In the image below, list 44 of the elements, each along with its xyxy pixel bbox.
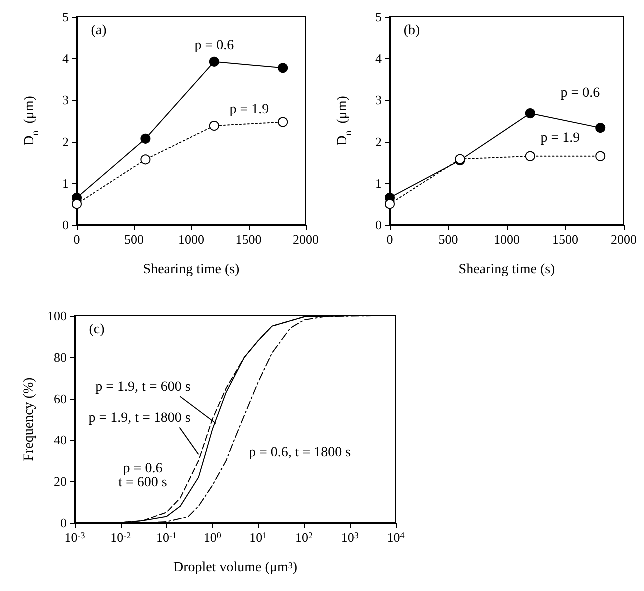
y-tick-label: 3 xyxy=(376,92,382,108)
y-tick-label: 0 xyxy=(62,218,69,232)
annotation: (a) xyxy=(91,24,108,38)
y-tick-label: 4 xyxy=(62,51,70,66)
y-tick-label: 1 xyxy=(376,176,382,191)
y-tick-label: 100 xyxy=(48,308,67,324)
y-tick-label: 4 xyxy=(376,51,382,66)
y-tick-label: 2 xyxy=(62,134,69,150)
y-tick-label: 5 xyxy=(376,10,382,24)
y-tick-label: 80 xyxy=(54,350,67,365)
annotation: (c) xyxy=(89,322,106,338)
y-axis-title: Frequency (%) xyxy=(22,377,38,462)
y-axis-title: Dn (μm) xyxy=(22,96,42,146)
annotation: p = 1.9, t = 1800 s xyxy=(88,411,191,426)
annotation: p = 0.6 xyxy=(560,86,600,102)
y-tick-label: 0 xyxy=(60,516,67,530)
y-tick-label: 2 xyxy=(376,134,382,150)
y-tick-label: 5 xyxy=(62,10,69,24)
y-tick-label: 60 xyxy=(54,391,67,406)
x-axis-title: Shearing time (s) xyxy=(143,262,240,278)
annotation: p = 0.6 xyxy=(194,38,234,54)
annotation: p = 1.9, t = 600 s xyxy=(96,380,191,396)
x-tick-label: 1000 xyxy=(178,232,204,247)
annotation: p = 0.6 t = 600 s xyxy=(118,462,168,490)
x-tick-label: 0 xyxy=(386,232,394,247)
y-tick-label: 3 xyxy=(62,92,69,108)
annotation: (b) xyxy=(404,24,420,38)
x-tick-label: 500 xyxy=(124,232,144,247)
x-tick-label: 2000 xyxy=(293,232,319,247)
x-axis-title: Shearing time (s) xyxy=(458,262,556,278)
x-tick-label: 1500 xyxy=(236,232,262,247)
y-tick-label: 40 xyxy=(54,432,67,448)
y-axis-title: Dn (μm) xyxy=(336,96,354,146)
x-tick-label: 1000 xyxy=(494,232,520,247)
x-tick-label: 0 xyxy=(74,232,80,247)
x-tick-label: 1500 xyxy=(552,232,578,247)
x-tick-label: 500 xyxy=(438,232,458,247)
y-tick-label: 20 xyxy=(54,474,67,490)
y-tick-label: 1 xyxy=(62,176,69,191)
y-tick-label: 0 xyxy=(376,218,382,232)
annotation: p = 0.6, t = 1800 s xyxy=(248,446,352,460)
annotation: p = 1.9 xyxy=(540,130,580,146)
x-tick-label: 2000 xyxy=(611,232,637,247)
annotation: p = 1.9 xyxy=(230,102,270,118)
